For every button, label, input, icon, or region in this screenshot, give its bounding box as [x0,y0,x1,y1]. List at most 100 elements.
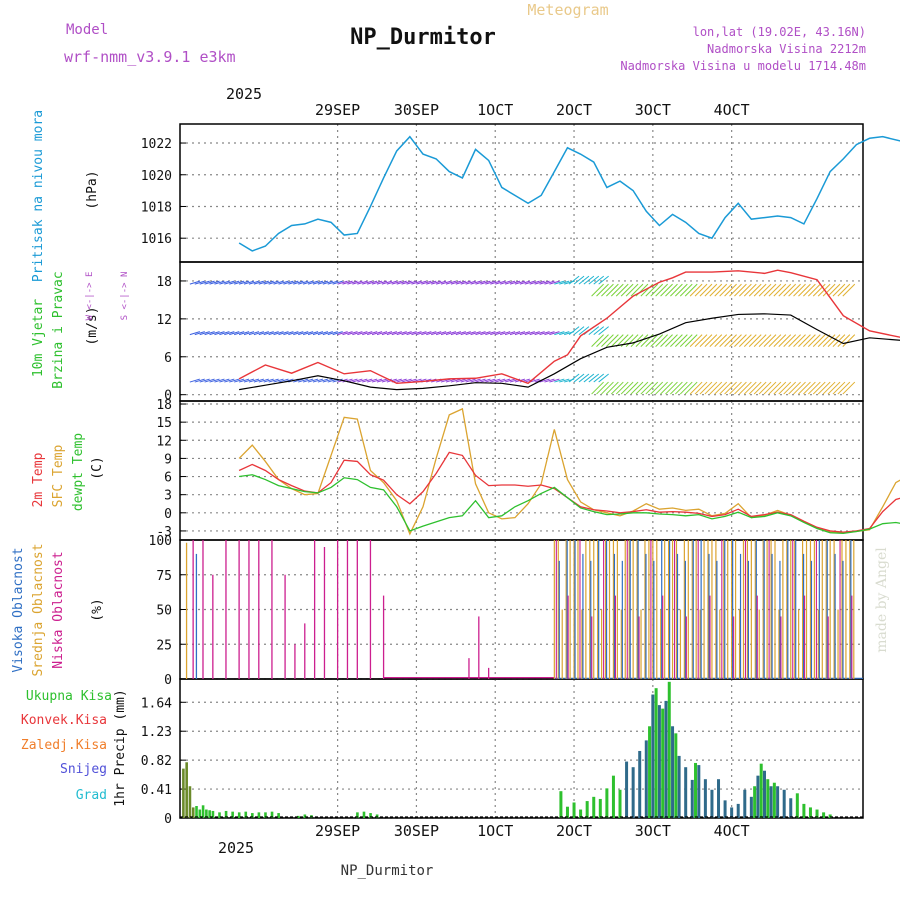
precip-bar [201,805,205,818]
wind-barb [406,331,417,336]
wind-barb [699,334,713,348]
pressure-unit: (hPa) [85,170,100,209]
wind-barb [273,378,284,383]
wind-barb [593,373,605,383]
wind-barb [199,280,210,285]
wind-barb [209,331,220,336]
wind-barb [376,378,388,383]
ytick-label: 1022 [141,137,172,152]
wind-barb [450,331,462,336]
wind-barb [480,378,491,383]
legend-total-precip: Ukupna Kisa [26,689,112,704]
wind-barb [362,378,373,383]
wind-barb [803,283,816,297]
footer-station: NP_Durmitor [341,863,434,879]
wind-barb [204,331,215,336]
wind-barb [485,331,496,336]
wind-barb [238,280,250,285]
wind-barb [778,381,792,395]
precip-bar [205,809,208,818]
wind-barb [381,280,393,285]
wind-barb [367,331,378,336]
wind-barb [342,280,353,285]
top-year-label: 2025 [226,85,262,103]
precip-bar [769,786,773,818]
wind-barb [504,280,516,285]
wind-barb [694,283,708,297]
ytick-label: -3 [156,525,172,540]
wind-barb [490,280,501,285]
wind-barb [440,280,452,285]
cloud-bars [185,540,863,679]
pressure-title: Pritisak na nivou mora [31,110,46,282]
wind-barb [357,280,368,285]
wind-barb [312,378,324,383]
wind-barb [778,283,792,297]
wind-barb [421,331,432,336]
precip-bar [677,755,681,818]
wind-barb [598,326,609,336]
wind-barb [253,331,265,336]
wind-barb [773,334,787,348]
ytick-label: 12 [156,313,172,328]
wind-barb [679,283,693,297]
wind-barb [475,331,486,336]
wind-barb [601,381,614,395]
wind-barb [837,381,851,395]
wind-barb [238,331,250,336]
wind-barb [214,280,225,285]
wind-barb [709,283,723,297]
wind-barb [694,381,708,395]
precip-bar [224,810,228,818]
precip-bar [211,810,215,818]
wind-barb [748,334,762,348]
ytick-label: 1.23 [141,725,172,740]
top-day-label: 4OCT [714,101,750,119]
wind-barb [519,280,531,285]
wind-barb [620,381,634,395]
wind-barb [288,331,299,336]
wind-barb [798,334,811,348]
low-cloud-label: Niska Oblacnost [51,551,66,668]
precip-bar [244,811,248,818]
wind-barb [827,334,841,348]
wind-barb [238,378,250,383]
wind-barb [568,373,580,383]
wind-barb [234,280,245,285]
wind-barb [591,381,604,395]
panel-frame [179,678,864,819]
wind-barb [332,280,343,285]
wind-barb [381,331,393,336]
ytick-label: 1018 [141,200,172,215]
high-cloud-label: Visoka Oblacnost [11,547,26,672]
wind-barb [209,378,220,383]
wind-barb [263,331,274,336]
wind-barb [635,381,649,395]
wind-barb [332,331,343,336]
wind-barb [293,378,304,383]
wind-barb [312,331,324,336]
top-day-label: 1OCT [477,101,513,119]
wind-unit: (m/s) [85,306,100,345]
wind-barb [534,331,545,336]
wind-barb [625,283,639,297]
precip-bar [572,802,576,818]
precip-bar [598,798,602,818]
precip-bar [231,811,234,818]
wind-barb [630,381,644,395]
wind-barb [739,334,752,348]
wind-barb [739,381,752,395]
wind-barb [529,378,540,383]
wind-barb [253,280,265,285]
wind-barb [500,378,511,383]
wind-barb [748,381,762,395]
wind-barb [645,381,659,395]
wind-barb [342,331,353,336]
wind-barb [817,381,831,395]
wind-barb [386,331,398,336]
wind-barb [763,334,777,348]
wind-barb [490,378,501,383]
wind-barb [650,334,664,348]
wind-barb [689,334,703,348]
precip-bar [369,813,372,818]
